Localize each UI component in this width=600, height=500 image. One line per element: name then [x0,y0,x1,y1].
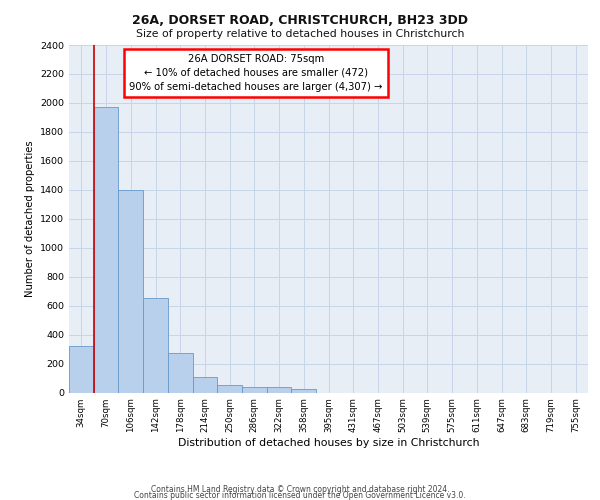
Bar [69,346,94,393]
Bar [267,388,292,392]
Text: Contains public sector information licensed under the Open Government Licence v3: Contains public sector information licen… [134,491,466,500]
Bar [193,378,217,392]
Text: 26A, DORSET ROAD, CHRISTCHURCH, BH23 3DD: 26A, DORSET ROAD, CHRISTCHURCH, BH23 3DD [132,14,468,27]
Bar [143,298,168,392]
Bar [292,390,316,392]
Bar [94,106,118,393]
Bar [242,386,267,392]
X-axis label: Distribution of detached houses by size in Christchurch: Distribution of detached houses by size … [178,438,479,448]
Text: Contains HM Land Registry data © Crown copyright and database right 2024.: Contains HM Land Registry data © Crown c… [151,485,449,494]
Bar [118,190,143,392]
Y-axis label: Number of detached properties: Number of detached properties [25,140,35,297]
Bar [168,352,193,393]
Bar [217,386,242,392]
Text: 26A DORSET ROAD: 75sqm
← 10% of detached houses are smaller (472)
90% of semi-de: 26A DORSET ROAD: 75sqm ← 10% of detached… [129,54,383,92]
Text: Size of property relative to detached houses in Christchurch: Size of property relative to detached ho… [136,29,464,39]
